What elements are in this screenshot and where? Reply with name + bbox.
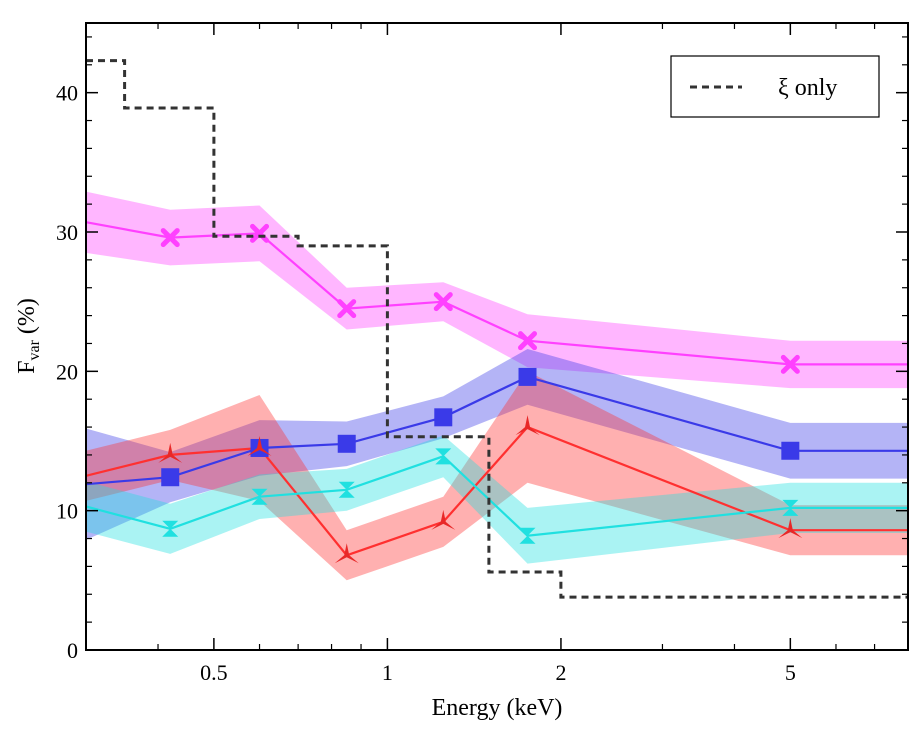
- error-band-4: [86, 435, 908, 564]
- series-markers: [158, 223, 803, 564]
- y-tick-label: 20: [56, 359, 78, 384]
- x-tick-label: 1: [382, 660, 393, 685]
- legend: ξ only: [670, 55, 880, 118]
- series-4-marker: [782, 499, 799, 516]
- y-axis-ticks: 0 10 20 30 40: [56, 36, 908, 663]
- legend-label: ξ only: [778, 75, 837, 101]
- error-band-1: [86, 191, 908, 389]
- error-bands: [86, 191, 908, 581]
- x-axis-title: Energy (keV): [432, 695, 563, 721]
- y-tick-label: 40: [56, 81, 78, 106]
- series-line-1: [85, 221, 908, 366]
- series-3-marker: [158, 442, 183, 463]
- series-4-marker: [162, 520, 179, 537]
- error-band-3: [86, 371, 908, 581]
- series-2-marker: [518, 367, 537, 386]
- series-2-marker: [781, 441, 800, 460]
- y-tick-label: 10: [56, 499, 78, 524]
- series-3-marker: [778, 518, 803, 539]
- series-1-marker: [518, 331, 538, 351]
- x-tick-label: 0.5: [200, 660, 228, 685]
- series-line-4: [85, 455, 908, 537]
- x-axis-ticks: 0.5 1 2 5: [85, 23, 909, 685]
- series-2-marker: [434, 408, 453, 427]
- step-series: [86, 59, 908, 599]
- series-4-marker: [338, 481, 355, 498]
- series-1-marker: [433, 292, 453, 312]
- xi-only-step-line: [86, 59, 908, 599]
- series-3-marker: [334, 543, 359, 564]
- series-2-marker: [337, 434, 356, 453]
- series-4-marker: [251, 488, 268, 505]
- series-line-2: [85, 375, 908, 486]
- series-2-marker: [161, 468, 180, 487]
- y-tick-label: 30: [56, 220, 78, 245]
- series-3-marker: [431, 509, 456, 530]
- series-1-marker: [160, 228, 180, 248]
- x-tick-label: 2: [555, 660, 566, 685]
- series-3-marker: [247, 435, 272, 456]
- plot-frame: [85, 22, 909, 651]
- series-lines: [85, 221, 908, 557]
- y-tick-label: 0: [67, 638, 78, 663]
- series-1-marker: [250, 223, 270, 243]
- y-axis-title-sub: var: [26, 339, 43, 360]
- series-4-marker: [435, 448, 452, 465]
- series-3-marker: [515, 415, 540, 436]
- y-axis-title: Fvar (%): [14, 298, 43, 374]
- y-axis-title-main: F: [14, 361, 40, 374]
- x-tick-label: 5: [785, 660, 796, 685]
- series-4-marker: [519, 527, 536, 544]
- series-1-marker: [780, 354, 800, 374]
- error-band-2: [86, 349, 908, 540]
- series-1-marker: [337, 299, 357, 319]
- y-axis-title-unit: (%): [14, 298, 40, 334]
